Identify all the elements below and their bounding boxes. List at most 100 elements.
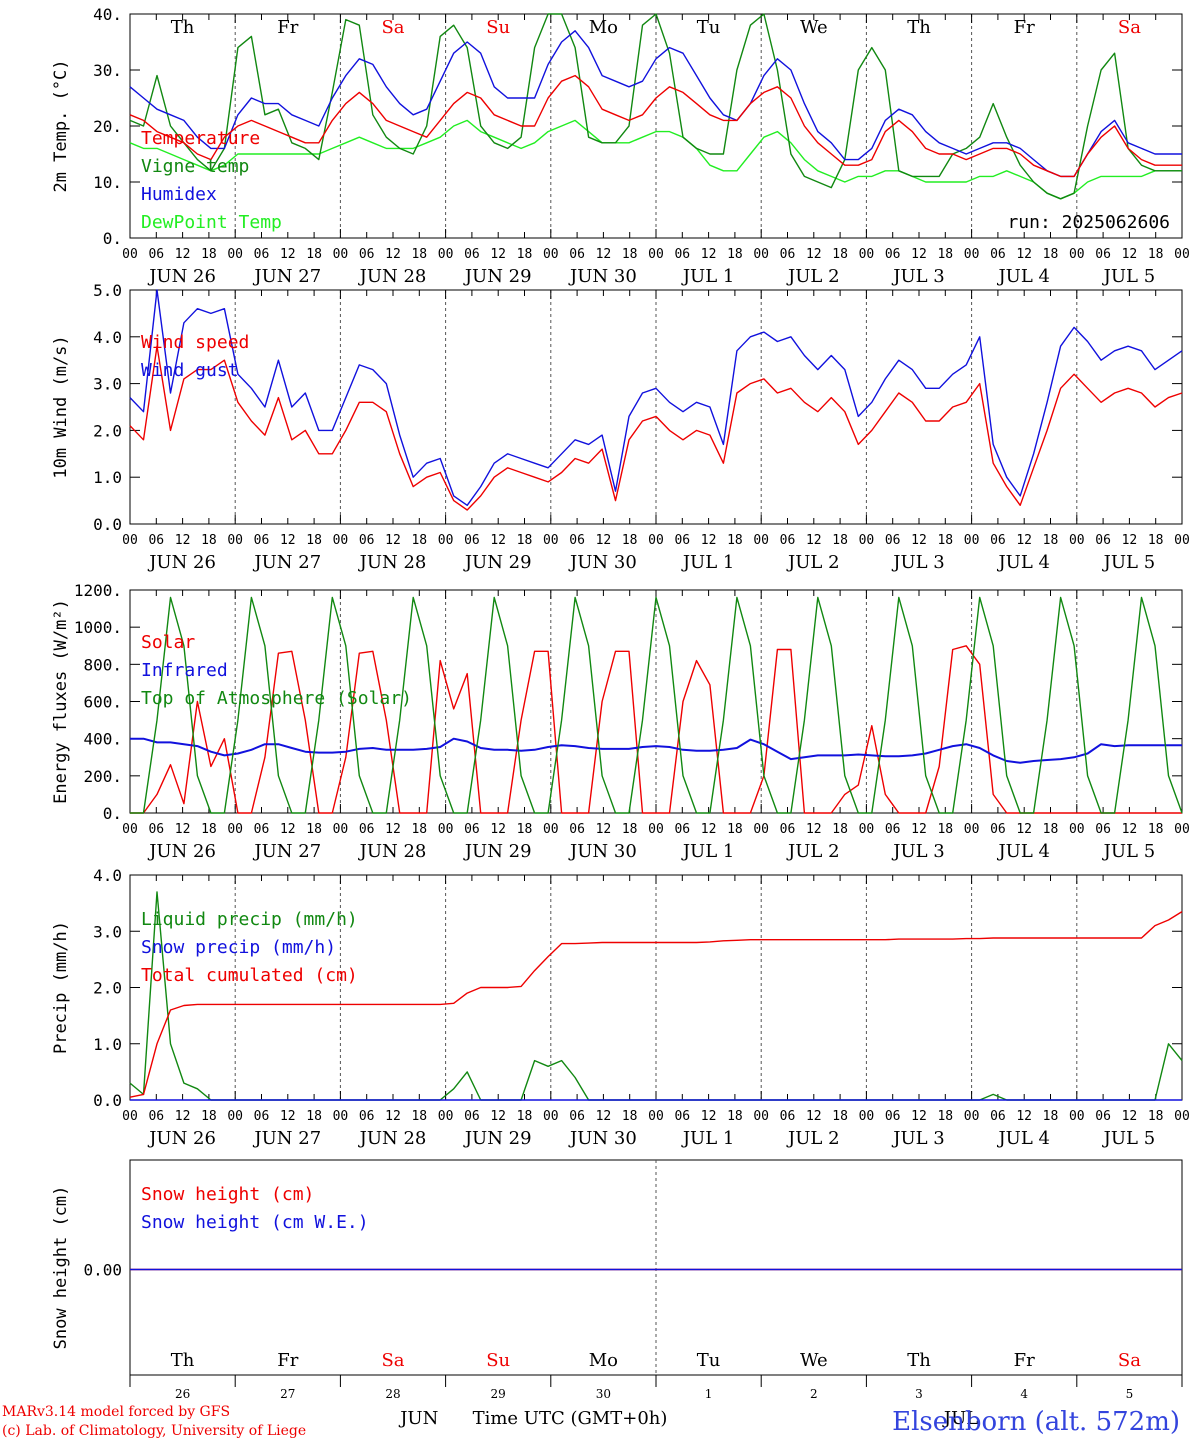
day-of-week-label: Th (171, 17, 195, 38)
y-tick-label: 5.0 (93, 281, 122, 300)
panel-4: 00 06 12 18 JUN 26 00 06 12 18 JUN 27 00 06 12 18 JUN … (51, 866, 1190, 1149)
hour-tick-label: 18 (1043, 1109, 1059, 1124)
hour-tick-label: 06 (359, 1109, 375, 1124)
hour-tick-label: 06 (885, 533, 901, 548)
hour-tick-label: 00 (1174, 533, 1190, 548)
hour-tick-label: 00 (543, 822, 559, 837)
y-tick-label: 0. (103, 804, 122, 823)
hour-tick-label: 00 (859, 247, 875, 262)
day-of-week-label: Fr (277, 17, 298, 38)
day-number-label: 30 (596, 1387, 611, 1401)
date-label: JUN 26 (147, 1128, 216, 1149)
day-of-week-label: Fr (277, 1350, 298, 1371)
hour-tick-label: 12 (806, 533, 822, 548)
date-label: JUL 5 (1102, 1128, 1156, 1149)
panel-3: 00 06 12 18 JUN 26 00 06 12 18 JUN 27 00 06 12 18 JUN … (51, 581, 1190, 862)
hour-tick-label: 00 (648, 247, 664, 262)
hour-tick-label: 06 (885, 1109, 901, 1124)
date-label: JUL 3 (891, 1128, 945, 1149)
hour-tick-label: 00 (438, 533, 454, 548)
hour-tick-label: 00 (648, 533, 664, 548)
hour-tick-label: 06 (569, 822, 585, 837)
hour-tick-label: 18 (937, 822, 953, 837)
day-of-week-label: Mo (589, 1350, 618, 1371)
y-tick-label: 1.0 (93, 468, 122, 487)
date-label: JUN 29 (463, 266, 532, 287)
hour-tick-label: 06 (674, 822, 690, 837)
hour-tick-label: 06 (780, 1109, 796, 1124)
date-label: JUN 27 (252, 266, 321, 287)
y-tick-label: 0.0 (93, 515, 122, 534)
hour-tick-label: 06 (780, 533, 796, 548)
date-label: JUL 2 (786, 1128, 840, 1149)
hour-tick-label: 00 (543, 247, 559, 262)
date-label: JUL 3 (891, 266, 945, 287)
day-of-week-label: Sa (381, 17, 404, 38)
day-of-week-label: Sa (1118, 17, 1141, 38)
footer-lab-credit: (c) Lab. of Climatology, University of L… (2, 1423, 306, 1439)
day-number-label: 28 (385, 1387, 400, 1401)
legend-entry: Wind gust (141, 360, 239, 381)
hour-tick-label: 12 (701, 822, 717, 837)
date-label: JUN 28 (358, 1128, 427, 1149)
day-number-label: 26 (175, 1387, 190, 1401)
date-label: JUL 1 (681, 266, 735, 287)
date-label: JUL 1 (681, 552, 735, 573)
legend-entry: Vigne temp (141, 156, 249, 177)
hour-tick-label: 12 (175, 533, 191, 548)
hour-tick-label: 18 (727, 533, 743, 548)
run-label: run: 2025062606 (1007, 212, 1170, 233)
series-line-wind-speed (129, 345, 1183, 511)
hour-tick-label: 18 (1148, 247, 1164, 262)
hour-tick-label: 06 (464, 247, 480, 262)
y-tick-label: 1.0 (93, 1035, 122, 1054)
day-number-label: 2 (810, 1387, 818, 1401)
hour-tick-label: 12 (385, 822, 401, 837)
series-line-total-cumulated-cm- (129, 911, 1183, 1098)
hour-tick-label: 00 (227, 533, 243, 548)
legend-entry: Solar (141, 632, 195, 653)
hour-tick-label: 06 (1095, 1109, 1111, 1124)
date-label: JUN 30 (568, 1128, 637, 1149)
date-label: JUN 27 (252, 552, 321, 573)
day-number-label: 4 (1020, 1387, 1028, 1401)
day-of-week-label: Su (486, 1350, 510, 1371)
legend-entry: Total cumulated (cm) (141, 965, 358, 986)
hour-tick-label: 00 (1174, 1109, 1190, 1124)
panel-2: 00 06 12 18 JUN 26 00 06 12 18 JUN 27 00 06 12 18 JUN … (51, 281, 1190, 573)
hour-tick-label: 12 (280, 1109, 296, 1124)
hour-tick-label: 00 (333, 247, 349, 262)
hour-tick-label: 12 (596, 247, 612, 262)
date-label: JUL 2 (786, 266, 840, 287)
day-of-week-label: Th (907, 17, 931, 38)
hour-tick-label: 00 (122, 1109, 138, 1124)
day-number-label: 5 (1126, 1387, 1134, 1401)
day-of-week-label: Fr (1014, 1350, 1035, 1371)
hour-tick-label: 18 (727, 1109, 743, 1124)
hour-tick-label: 12 (701, 533, 717, 548)
hour-tick-label: 18 (832, 247, 848, 262)
series-line-vigne-temp (129, 13, 1182, 200)
hour-tick-label: 00 (753, 247, 769, 262)
day-of-week-label: Tu (697, 1350, 721, 1371)
hour-tick-label: 06 (359, 533, 375, 548)
hour-tick-label: 18 (1148, 1109, 1164, 1124)
hour-tick-label: 18 (937, 1109, 953, 1124)
date-label: JUN 29 (463, 1128, 532, 1149)
footer-model-credit: MARv3.14 model forced by GFS (2, 1404, 230, 1420)
hour-tick-label: 12 (806, 1109, 822, 1124)
hour-tick-label: 00 (333, 1109, 349, 1124)
date-label: JUL 5 (1102, 841, 1156, 862)
y-tick-label: 2.0 (93, 421, 122, 440)
hour-tick-label: 18 (306, 247, 322, 262)
hour-tick-label: 18 (937, 247, 953, 262)
hour-tick-label: 00 (859, 822, 875, 837)
hour-tick-label: 12 (1122, 822, 1138, 837)
hour-tick-label: 00 (753, 1109, 769, 1124)
hour-tick-label: 18 (1148, 533, 1164, 548)
x-axis-label: Time UTC (GMT+0h) (473, 1408, 668, 1429)
hour-tick-label: 06 (1095, 247, 1111, 262)
hour-tick-label: 12 (911, 1109, 927, 1124)
hour-tick-label: 06 (148, 1109, 164, 1124)
hour-tick-label: 18 (201, 1109, 217, 1124)
